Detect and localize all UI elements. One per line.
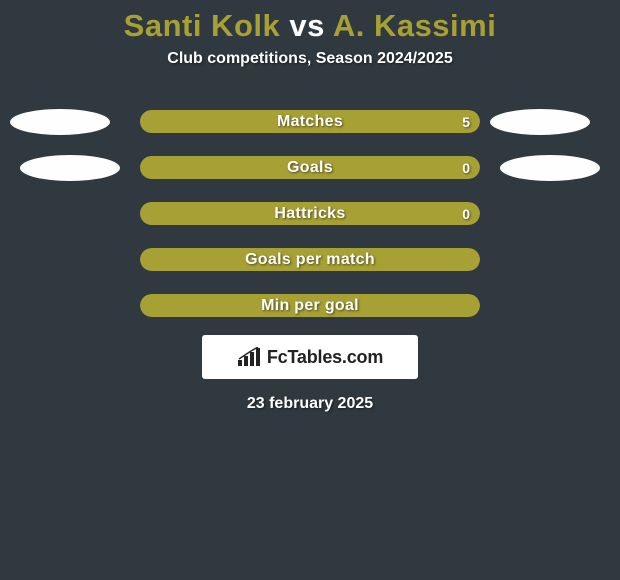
vs-text: vs <box>289 8 324 43</box>
date-text: 23 february 2025 <box>0 395 620 413</box>
brand-logo-icon <box>237 347 261 367</box>
stat-row: Matches5 <box>0 110 620 133</box>
stat-bar: Min per goal <box>140 294 480 317</box>
brand-text: FcTables.com <box>267 347 383 368</box>
stat-bar: Goals per match <box>140 248 480 271</box>
right-ellipse <box>500 155 600 181</box>
stat-bar: Hattricks0 <box>140 202 480 225</box>
stat-bar: Goals0 <box>140 156 480 179</box>
player1-name: Santi Kolk <box>124 8 281 43</box>
stat-row: Goals per match <box>0 248 620 271</box>
left-ellipse <box>10 109 110 135</box>
subtitle: Club competitions, Season 2024/2025 <box>0 50 620 68</box>
stat-label: Matches <box>140 113 480 131</box>
stat-label: Goals per match <box>140 251 480 269</box>
stat-rows: Matches5Goals0Hattricks0Goals per matchM… <box>0 110 620 317</box>
right-ellipse <box>490 109 590 135</box>
stat-value-right: 0 <box>462 206 470 222</box>
stat-label: Goals <box>140 159 480 177</box>
stat-label: Min per goal <box>140 297 480 315</box>
stat-value-right: 5 <box>462 114 470 130</box>
left-ellipse <box>20 155 120 181</box>
brand-box: FcTables.com <box>202 335 418 379</box>
stat-bar: Matches5 <box>140 110 480 133</box>
stat-row: Goals0 <box>0 156 620 179</box>
stat-label: Hattricks <box>140 205 480 223</box>
player2-name: A. Kassimi <box>333 8 497 43</box>
stat-value-right: 0 <box>462 160 470 176</box>
comparison-title: Santi Kolk vs A. Kassimi <box>0 0 620 44</box>
stat-row: Hattricks0 <box>0 202 620 225</box>
stat-row: Min per goal <box>0 294 620 317</box>
